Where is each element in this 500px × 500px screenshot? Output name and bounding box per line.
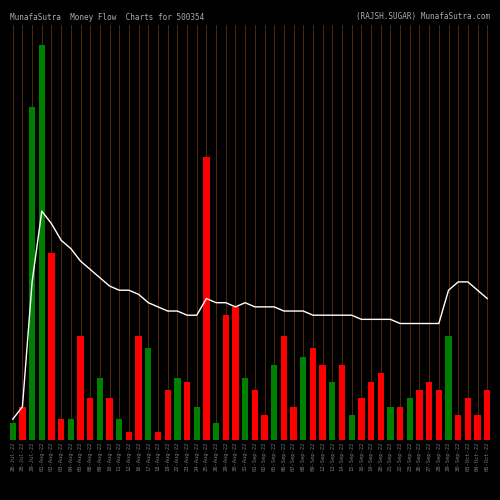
Bar	[78, 336, 84, 440]
Bar	[388, 406, 394, 440]
Bar	[20, 406, 26, 440]
Bar	[358, 398, 364, 440]
Bar	[106, 398, 112, 440]
Bar	[464, 398, 471, 440]
Bar	[164, 390, 171, 440]
Text: MunafaSutra  Money Flow  Charts for 500354: MunafaSutra Money Flow Charts for 500354	[10, 12, 204, 22]
Bar	[184, 382, 190, 440]
Bar	[29, 107, 35, 440]
Bar	[68, 419, 74, 440]
Bar	[329, 382, 336, 440]
Bar	[378, 374, 384, 440]
Bar	[174, 378, 180, 440]
Bar	[310, 348, 316, 440]
Bar	[290, 406, 296, 440]
Bar	[348, 415, 355, 440]
Bar	[222, 315, 229, 440]
Text: (RAJSH.SUGAR) MunafaSutra.com: (RAJSH.SUGAR) MunafaSutra.com	[356, 12, 490, 22]
Bar	[155, 432, 161, 440]
Bar	[397, 406, 403, 440]
Bar	[213, 424, 220, 440]
Bar	[271, 365, 278, 440]
Bar	[406, 398, 413, 440]
Bar	[232, 307, 238, 440]
Bar	[426, 382, 432, 440]
Bar	[416, 390, 422, 440]
Bar	[87, 398, 94, 440]
Bar	[320, 365, 326, 440]
Bar	[126, 432, 132, 440]
Bar	[339, 365, 345, 440]
Bar	[436, 390, 442, 440]
Bar	[300, 357, 306, 440]
Bar	[38, 45, 45, 440]
Bar	[10, 424, 16, 440]
Bar	[252, 390, 258, 440]
Bar	[455, 415, 462, 440]
Bar	[242, 378, 248, 440]
Bar	[368, 382, 374, 440]
Bar	[145, 348, 152, 440]
Bar	[48, 253, 54, 440]
Bar	[280, 336, 287, 440]
Bar	[97, 378, 103, 440]
Bar	[484, 390, 490, 440]
Bar	[136, 336, 142, 440]
Bar	[116, 419, 122, 440]
Bar	[262, 415, 268, 440]
Bar	[474, 415, 480, 440]
Bar	[58, 419, 64, 440]
Bar	[194, 406, 200, 440]
Bar	[446, 336, 452, 440]
Bar	[204, 157, 210, 440]
